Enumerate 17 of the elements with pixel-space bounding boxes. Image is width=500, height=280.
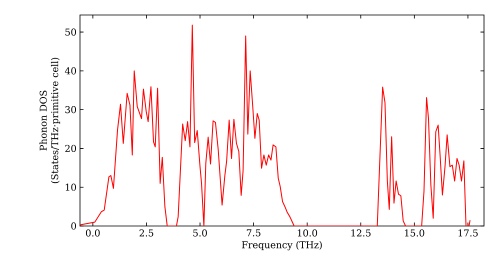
x-tick-label: 17.5 [458, 229, 478, 237]
x-tick-label: 7.5 [246, 229, 260, 236]
y-tick-label: 30 [65, 106, 76, 114]
y-tick-label: 40 [64, 67, 76, 74]
x-tick-label: 10.0 [298, 229, 318, 237]
x-tick-label: 0.0 [86, 229, 100, 237]
x-tick-label: 15.0 [404, 229, 424, 237]
x-tick-label: 5.0 [193, 229, 207, 237]
line-series [80, 24, 471, 226]
y-tick-label: 50 [65, 28, 76, 36]
x-tick-label: 2.5 [140, 229, 154, 237]
y-axis-title: Phonon DOS (States/THz·primitive cell) [39, 58, 60, 184]
y-tick-label: 0 [71, 222, 76, 230]
y-tick-label: 20 [65, 144, 76, 152]
x-tick-label: 12.5 [351, 229, 371, 237]
y-tick-label: 10 [66, 184, 76, 191]
x-axis-title: Frequency (THz) [242, 241, 322, 250]
